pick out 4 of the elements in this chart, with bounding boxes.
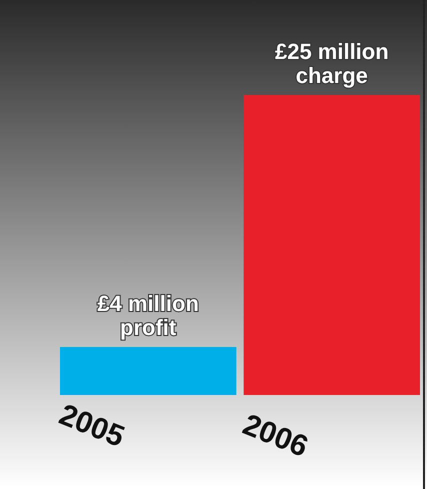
data-label: £25 million charge <box>274 39 389 88</box>
x-tick-label: 2005 <box>54 398 129 454</box>
x-tick-label: 2006 <box>238 408 313 464</box>
data-label: £4 million profit <box>97 291 199 340</box>
